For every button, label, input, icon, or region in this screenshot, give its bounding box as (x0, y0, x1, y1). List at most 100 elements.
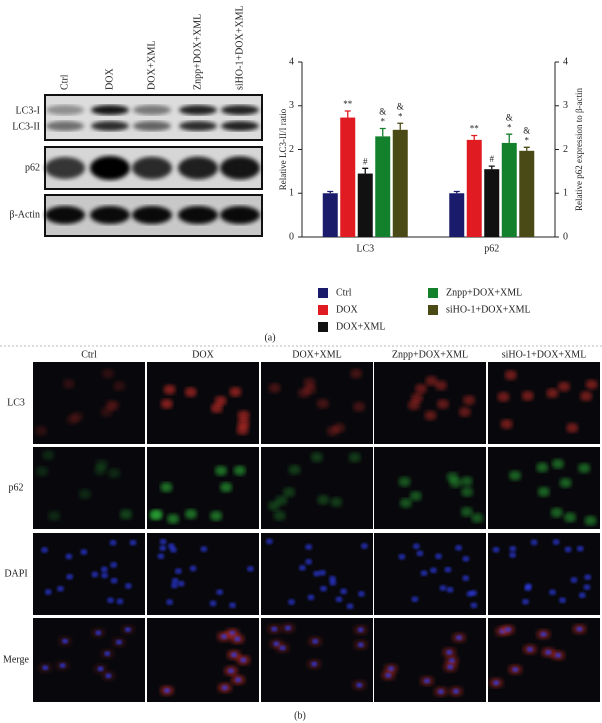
band (46, 121, 84, 131)
bands (45, 105, 260, 224)
cell (268, 383, 281, 394)
bar (392, 129, 408, 237)
nucleus (171, 577, 179, 584)
band (133, 121, 171, 131)
nucleus (279, 645, 286, 651)
nucleus (512, 667, 519, 673)
cell (460, 476, 473, 487)
nucleus (174, 568, 182, 575)
cell (425, 375, 438, 386)
nucleus (240, 657, 247, 663)
y2-tick-label: 1 (563, 188, 568, 199)
nucleus (335, 596, 343, 603)
cell (48, 510, 61, 521)
cell (35, 425, 48, 436)
y-tick-label: 2 (289, 144, 294, 155)
cells (492, 539, 592, 605)
bar (501, 142, 517, 237)
cell (578, 463, 591, 474)
cell (509, 470, 522, 481)
nucleus (234, 636, 241, 642)
cells (398, 543, 478, 609)
nucleus (398, 553, 406, 560)
error-bar (488, 165, 495, 170)
annotation: & (523, 125, 530, 135)
nucleus (116, 598, 124, 605)
band (132, 206, 172, 224)
nucleus (80, 548, 88, 555)
cell (184, 509, 197, 520)
nucleus (100, 566, 108, 573)
cell (160, 398, 173, 409)
cell (119, 509, 132, 520)
cell (446, 472, 459, 483)
cell (316, 398, 329, 409)
nucleus (101, 572, 109, 579)
micrograph (33, 533, 145, 615)
y-tick-label: 4 (289, 56, 294, 67)
nucleus (229, 602, 237, 609)
cell (546, 388, 559, 399)
error-bar (397, 122, 404, 130)
nucleus (97, 666, 104, 672)
row-label: p62 (9, 482, 24, 493)
nucleus (329, 579, 337, 586)
nucleus (200, 546, 208, 553)
cell (471, 512, 484, 523)
band (179, 105, 217, 115)
nucleus (522, 598, 530, 605)
nucleus (462, 575, 470, 582)
nucleus (524, 585, 532, 592)
cell (62, 378, 75, 389)
nucleus (564, 546, 572, 553)
row-label: Merge (3, 654, 29, 665)
cell (236, 424, 249, 435)
nucleus (298, 564, 306, 571)
nucleus (209, 600, 217, 607)
annotation: & (397, 101, 404, 111)
nucleus (311, 661, 318, 667)
nucleus (447, 664, 454, 670)
nucleus (576, 545, 584, 552)
cell (461, 486, 474, 497)
bar (357, 173, 373, 237)
cell (100, 406, 113, 417)
lane-label: Ctrl (59, 74, 70, 90)
nucleus (456, 635, 463, 641)
column-label: Znpp+DOX+XML (392, 349, 468, 360)
cells (265, 538, 368, 610)
nucleus (129, 539, 137, 546)
nucleus (435, 553, 443, 560)
nucleus (166, 599, 174, 606)
nucleus (357, 627, 364, 633)
band (178, 206, 218, 224)
cell (220, 482, 233, 493)
cell (210, 403, 223, 414)
cell (102, 368, 115, 379)
cell (78, 489, 91, 500)
band (179, 121, 217, 131)
error-bar (379, 127, 386, 137)
cell (550, 507, 563, 518)
nucleus (56, 585, 64, 592)
cells (489, 624, 587, 688)
nucleus (271, 626, 278, 632)
nucleus (509, 545, 517, 552)
nucleus (455, 544, 463, 551)
nucleus (229, 630, 236, 636)
nucleus (91, 571, 99, 578)
nucleus (246, 565, 254, 572)
cell (350, 368, 363, 379)
annotation: * (525, 135, 530, 145)
nucleus (360, 542, 368, 549)
x-tick-label: p62 (484, 243, 499, 254)
cells (41, 539, 137, 605)
nucleus (216, 589, 224, 596)
column-label: DOX (192, 349, 214, 360)
blot-row-label: LC3-I (16, 105, 40, 116)
nucleus (189, 565, 197, 572)
blot-row-label: β-Actin (9, 209, 40, 220)
cell (108, 468, 121, 479)
cell (436, 399, 449, 410)
band (91, 121, 129, 131)
